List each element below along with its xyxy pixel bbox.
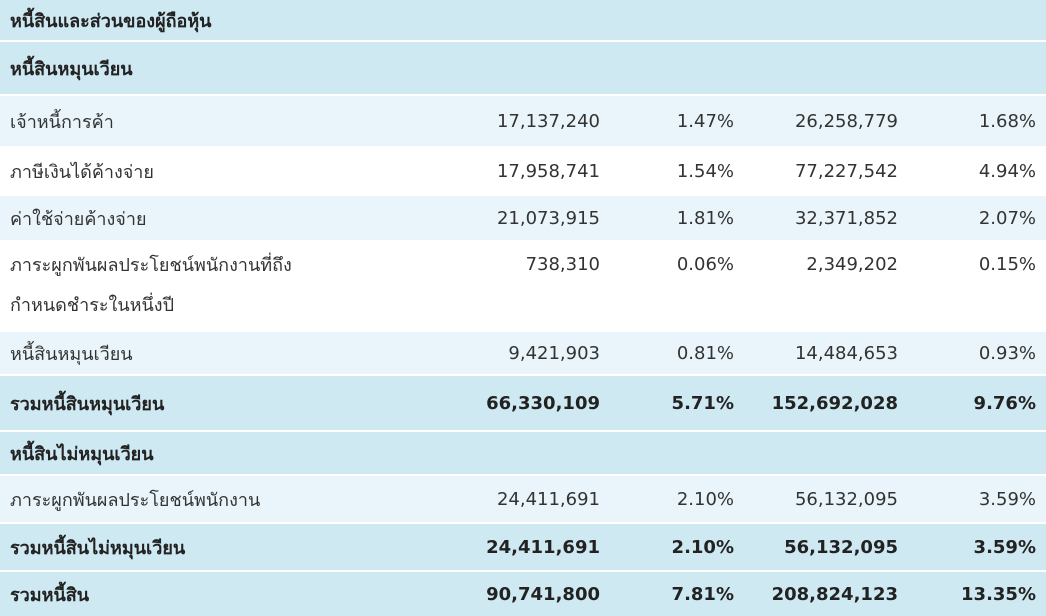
section-header-current: หนี้สินหมุนเวียน [0, 42, 1046, 96]
total-percent-a: 2.10% [671, 536, 734, 558]
total-label: รวมหนี้สินหมุนเวียน [10, 393, 165, 415]
row-percent-a: 2.10% [676, 488, 734, 510]
row-value-b: 14,484,653 [794, 342, 898, 364]
row-value-b: 56,132,095 [794, 488, 898, 510]
row-value-a: 21,073,915 [496, 207, 600, 229]
row-label: ค่าใช้จ่ายค้างจ่าย [10, 208, 147, 230]
total-percent-a: 5.71% [671, 392, 734, 414]
row-label-line2: กำหนดชำระในหนึ่งปี [10, 295, 175, 316]
row-value-a: 738,310 [525, 254, 600, 275]
total-value-b: 152,692,028 [771, 392, 898, 414]
row-value-a: 17,958,741 [496, 160, 600, 182]
row-value-a: 17,137,240 [496, 110, 600, 132]
table-title-row: หนี้สินและส่วนของผู้ถือหุ้น [0, 0, 1046, 42]
section-title-current: หนี้สินหมุนเวียน [10, 58, 133, 80]
table-row: ค่าใช้จ่ายค้างจ่าย 21,073,915 1.81% 32,3… [0, 196, 1046, 242]
row-label: หนี้สินหมุนเวียน [10, 343, 133, 365]
total-value-a: 66,330,109 [486, 392, 600, 414]
row-label: ภาระผูกพันผลประโยชน์พนักงานที่ถึง กำหนดช… [10, 242, 450, 330]
total-row-noncurrent: รวมหนี้สินไม่หมุนเวียน 24,411,691 2.10% … [0, 524, 1046, 572]
row-value-b: 32,371,852 [794, 207, 898, 229]
row-percent-a: 1.54% [676, 160, 734, 182]
row-percent-a: 1.47% [676, 110, 734, 132]
total-row-liabilities: รวมหนี้สิน 90,741,800 7.81% 208,824,123 … [0, 572, 1046, 616]
row-percent-b: 1.68% [978, 110, 1036, 132]
row-percent-a: 0.06% [676, 254, 734, 275]
row-label: ภาระผูกพันผลประโยชน์พนักงาน [10, 489, 261, 511]
table-row: ภาระผูกพันผลประโยชน์พนักงานที่ถึง กำหนดช… [0, 242, 1046, 332]
total-percent-b: 3.59% [973, 536, 1036, 558]
total-percent-b: 9.76% [973, 392, 1036, 414]
table-title: หนี้สินและส่วนของผู้ถือหุ้น [10, 10, 212, 32]
total-label: รวมหนี้สิน [10, 584, 90, 606]
row-percent-b: 2.07% [978, 207, 1036, 229]
row-value-b: 26,258,779 [794, 110, 898, 132]
row-percent-b: 0.93% [978, 342, 1036, 364]
section-title-noncurrent: หนี้สินไม่หมุนเวียน [10, 443, 154, 465]
table-row: เจ้าหนี้การค้า 17,137,240 1.47% 26,258,7… [0, 96, 1046, 148]
table-row: ภาระผูกพันผลประโยชน์พนักงาน 24,411,691 2… [0, 476, 1046, 524]
row-percent-a: 0.81% [676, 342, 734, 364]
row-percent-b: 3.59% [978, 488, 1036, 510]
total-percent-a: 7.81% [671, 583, 734, 605]
row-label: เจ้าหนี้การค้า [10, 111, 114, 133]
row-percent-b: 0.15% [978, 254, 1036, 275]
row-value-a: 24,411,691 [496, 488, 600, 510]
row-value-b: 2,349,202 [806, 254, 898, 275]
row-percent-b: 4.94% [978, 160, 1036, 182]
total-percent-b: 13.35% [961, 583, 1036, 605]
row-label: ภาษีเงินได้ค้างจ่าย [10, 161, 154, 183]
row-percent-a: 1.81% [676, 207, 734, 229]
row-value-a: 9,421,903 [508, 342, 600, 364]
total-label: รวมหนี้สินไม่หมุนเวียน [10, 537, 186, 559]
row-value-b: 77,227,542 [794, 160, 898, 182]
table-row: หนี้สินหมุนเวียน 9,421,903 0.81% 14,484,… [0, 332, 1046, 376]
total-value-a: 24,411,691 [486, 536, 600, 558]
total-row-current: รวมหนี้สินหมุนเวียน 66,330,109 5.71% 152… [0, 376, 1046, 432]
row-label-line1: ภาระผูกพันผลประโยชน์พนักงานที่ถึง [10, 255, 292, 276]
section-header-noncurrent: หนี้สินไม่หมุนเวียน [0, 432, 1046, 476]
table-row: ภาษีเงินได้ค้างจ่าย 17,958,741 1.54% 77,… [0, 148, 1046, 196]
total-value-b: 56,132,095 [784, 536, 898, 558]
total-value-a: 90,741,800 [486, 583, 600, 605]
total-value-b: 208,824,123 [771, 583, 898, 605]
